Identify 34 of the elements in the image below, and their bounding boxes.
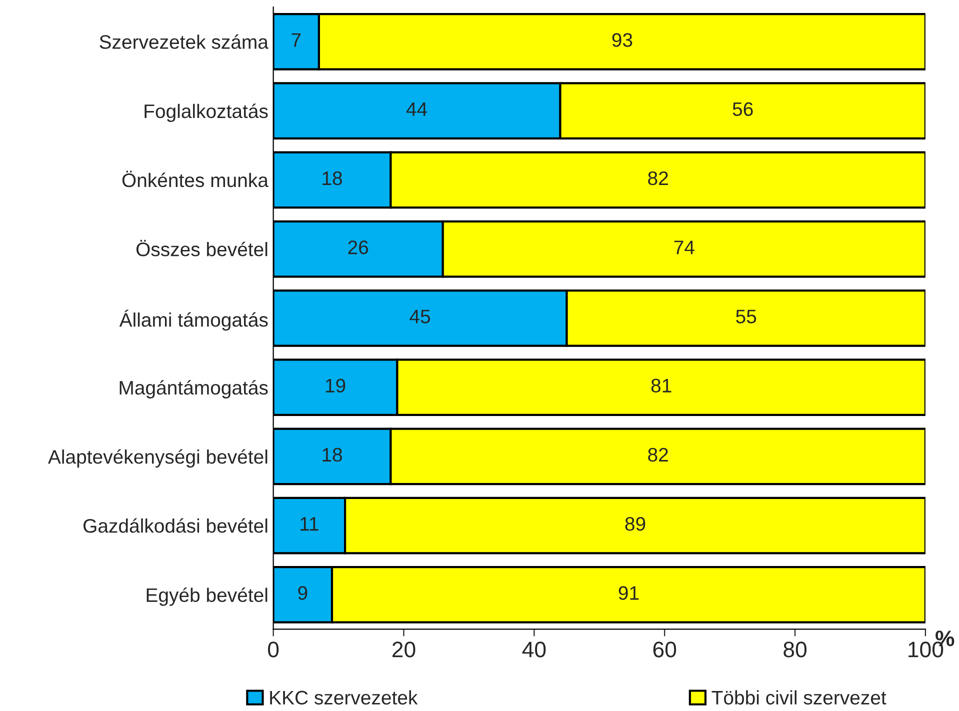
y-tick-label: Szervezetek száma <box>100 34 268 49</box>
data-label: 55 <box>736 310 756 324</box>
data-label: 82 <box>648 171 668 186</box>
y-tick-label: Foglalkoztatás <box>144 104 268 122</box>
data-label: 82 <box>648 448 668 462</box>
y-tick-label: Magántámogatás <box>120 380 268 398</box>
data-label: 11 <box>300 517 318 531</box>
x-tick-label: 20 <box>392 642 416 658</box>
y-tick-label: Alaptevékenységi bevétel <box>48 449 268 468</box>
data-label: 18 <box>322 171 342 186</box>
legend-label: Többi civil szervezet <box>712 690 886 705</box>
data-label: 45 <box>410 310 430 324</box>
y-tick-label: Önkéntes munka <box>122 170 268 188</box>
data-label: 89 <box>625 517 646 531</box>
legend-label: KKC szervezetek <box>270 690 418 705</box>
y-tick-label: Egyéb bevétel <box>146 588 268 606</box>
data-label: 93 <box>612 33 632 47</box>
data-label: 81 <box>651 378 672 393</box>
data-label: 19 <box>326 378 346 393</box>
y-tick-label: Állami támogatás <box>119 310 268 331</box>
x-tick-label: 80 <box>784 642 806 658</box>
data-label: 9 <box>298 586 308 600</box>
y-tick-label: Összes bevétel <box>136 240 268 256</box>
x-tick-label: 0 <box>268 642 279 658</box>
data-label: 26 <box>348 240 368 254</box>
data-label: 44 <box>406 102 428 116</box>
data-label: 56 <box>732 102 753 116</box>
x-tick-label: 60 <box>653 642 676 658</box>
data-label: 74 <box>674 240 694 254</box>
x-tick-label: 40 <box>522 642 546 658</box>
data-label: 18 <box>322 448 342 462</box>
data-label: 91 <box>618 586 639 600</box>
y-tick-label: Gazdálkodási bevétel <box>84 518 268 533</box>
data-label: 7 <box>292 33 301 47</box>
